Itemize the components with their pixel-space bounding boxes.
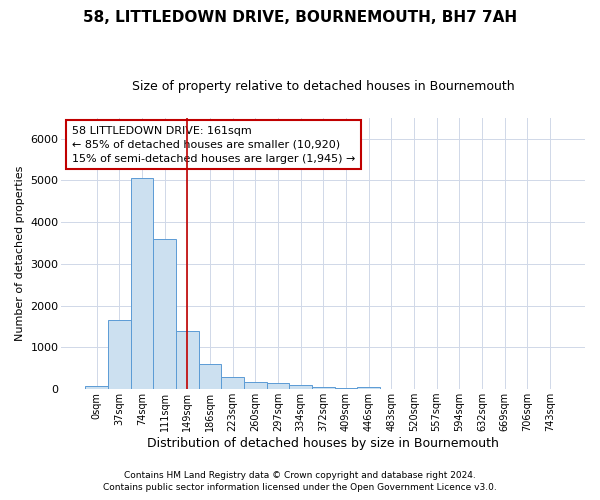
Bar [357, 386, 380, 389]
Text: Contains HM Land Registry data © Crown copyright and database right 2024.
Contai: Contains HM Land Registry data © Crown c… [103, 471, 497, 492]
X-axis label: Distribution of detached houses by size in Bournemouth: Distribution of detached houses by size … [147, 437, 499, 450]
Y-axis label: Number of detached properties: Number of detached properties [15, 166, 25, 341]
Bar [312, 387, 335, 389]
Bar [108, 320, 131, 389]
Text: 58, LITTLEDOWN DRIVE, BOURNEMOUTH, BH7 7AH: 58, LITTLEDOWN DRIVE, BOURNEMOUTH, BH7 7… [83, 10, 517, 25]
Title: Size of property relative to detached houses in Bournemouth: Size of property relative to detached ho… [132, 80, 515, 93]
Text: 58 LITTLEDOWN DRIVE: 161sqm
← 85% of detached houses are smaller (10,920)
15% of: 58 LITTLEDOWN DRIVE: 161sqm ← 85% of det… [72, 126, 355, 164]
Bar [176, 330, 199, 389]
Bar [153, 239, 176, 389]
Bar [266, 384, 289, 389]
Bar [85, 386, 108, 389]
Bar [131, 178, 153, 389]
Bar [199, 364, 221, 389]
Bar [289, 385, 312, 389]
Bar [335, 388, 357, 389]
Bar [221, 376, 244, 389]
Bar [244, 382, 266, 389]
